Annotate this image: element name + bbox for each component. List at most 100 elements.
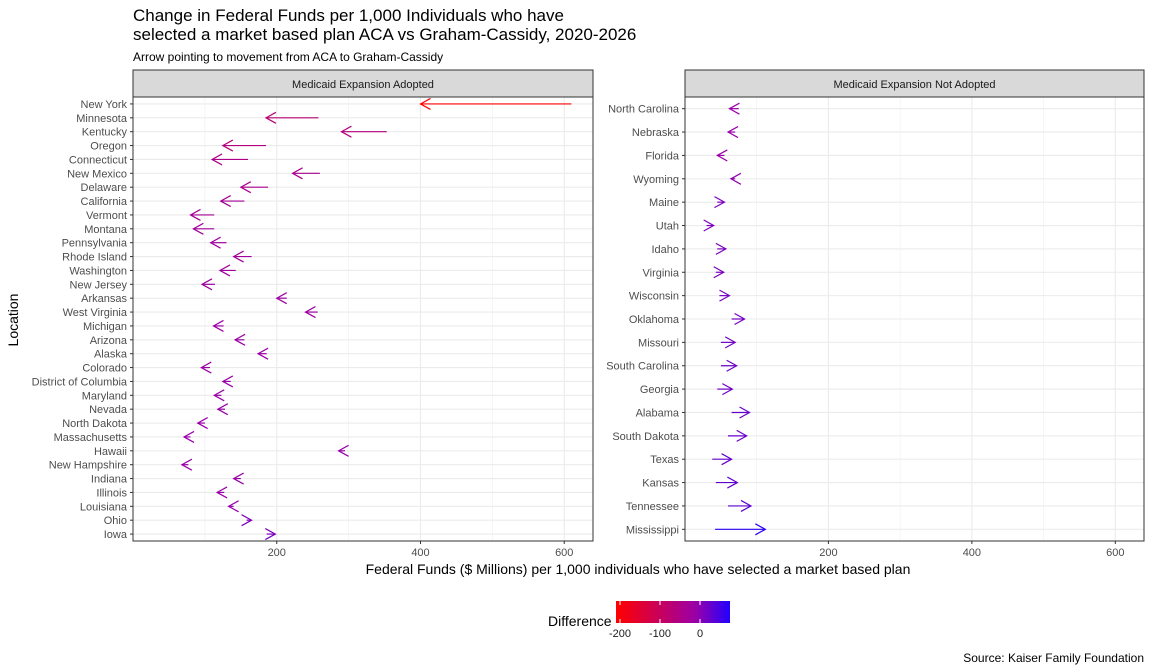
y-tick-label-vermont: Vermont <box>86 210 127 222</box>
arrow-new-york-head <box>419 97 431 110</box>
y-tick-label-indiana: Indiana <box>91 474 128 486</box>
y-tick-label-utah: Utah <box>656 221 679 233</box>
legend-tick-label: 0 <box>697 628 703 640</box>
arrow-missouri <box>720 336 737 349</box>
y-tick-label-tennessee: Tennessee <box>626 501 679 513</box>
arrow-alabama-head <box>739 406 751 419</box>
y-tick-label-florida: Florida <box>645 150 680 162</box>
y-tick-label-delaware: Delaware <box>81 182 127 194</box>
arrow-north-carolina <box>728 102 740 115</box>
arrow-georgia-head <box>722 383 734 396</box>
arrow-new-hampshire-head <box>180 458 193 471</box>
arrow-delaware <box>239 181 269 194</box>
y-tick-label-iowa: Iowa <box>104 529 128 541</box>
arrow-south-dakota-head <box>736 429 748 442</box>
arrow-massachusetts-head <box>182 430 195 443</box>
y-tick-label-west-virginia: West Virginia <box>63 307 128 319</box>
arrow-district-of-columbia <box>221 375 234 388</box>
arrow-virginia-head <box>713 266 725 279</box>
y-tick-label-washington: Washington <box>69 265 127 277</box>
arrow-minnesota <box>264 111 319 124</box>
arrow-ohio <box>241 514 253 527</box>
y-tick-label-connecticut: Connecticut <box>69 154 127 166</box>
y-tick-label-new-york: New York <box>81 99 128 111</box>
arrow-vermont <box>189 208 215 221</box>
y-tick-label-louisiana: Louisiana <box>80 501 128 513</box>
arrow-arkansas-head <box>275 292 288 305</box>
arrow-wisconsin <box>719 289 731 302</box>
arrow-michigan <box>212 319 224 332</box>
arrow-kansas-head <box>727 476 739 489</box>
arrow-florida-head <box>716 149 728 162</box>
arrow-new-hampshire <box>180 458 193 471</box>
arrow-hawaii <box>337 444 349 457</box>
y-tick-label-nevada: Nevada <box>89 404 128 416</box>
arrow-district-of-columbia-head <box>221 375 234 388</box>
arrow-rhode-island <box>232 250 252 263</box>
arrow-massachusetts <box>182 430 195 443</box>
y-tick-label-texas: Texas <box>650 454 679 466</box>
arrow-washington-head <box>218 264 231 277</box>
chart-subtitle: Arrow pointing to movement from ACA to G… <box>133 50 443 64</box>
arrow-montana-head <box>192 222 204 235</box>
arrow-arizona <box>233 333 246 346</box>
arrow-delaware-head <box>239 181 252 194</box>
arrow-alaska <box>256 347 269 360</box>
arrow-south-carolina <box>720 359 738 372</box>
y-tick-label-minnesota: Minnesota <box>76 113 128 125</box>
arrow-pennsylvania-head <box>209 236 221 249</box>
y-tick-label-kentucky: Kentucky <box>82 127 128 139</box>
arrow-texas <box>712 453 733 466</box>
arrow-mississippi <box>715 523 767 536</box>
arrow-kentucky-head <box>340 125 352 138</box>
arrow-wyoming <box>729 172 742 185</box>
y-tick-label-georgia: Georgia <box>640 384 680 396</box>
chart-caption: Source: Kaiser Family Foundation <box>963 651 1144 665</box>
arrow-nevada-head <box>216 403 229 416</box>
arrow-connecticut-head <box>210 153 223 166</box>
arrow-indiana <box>232 472 244 485</box>
arrow-washington <box>218 264 236 277</box>
y-tick-label-south-dakota: South Dakota <box>612 431 680 443</box>
arrow-north-dakota-head <box>196 417 208 430</box>
y-tick-label-hawaii: Hawaii <box>94 446 127 458</box>
y-tick-label-maine: Maine <box>649 197 679 209</box>
arrow-michigan-head <box>212 319 224 332</box>
arrow-nebraska-head <box>726 126 739 139</box>
legend-tick-label: -100 <box>649 628 671 640</box>
arrow-utah-head <box>703 219 715 232</box>
arrow-west-virginia-head <box>304 306 316 319</box>
panel-expansion-adopted: Medicaid Expansion Adopted New York Minnes… <box>32 69 594 559</box>
y-tick-label-rhode-island: Rhode Island <box>62 252 127 264</box>
arrow-north-carolina-head <box>728 102 740 115</box>
arrow-south-dakota <box>728 429 748 442</box>
arrow-iowa-head <box>265 528 277 541</box>
y-tick-label-maryland: Maryland <box>82 390 127 402</box>
y-tick-label-kansas: Kansas <box>642 478 679 490</box>
arrow-south-carolina-head <box>726 359 738 372</box>
legend-colorbar <box>616 601 730 623</box>
y-tick-label-michigan: Michigan <box>83 321 127 333</box>
arrow-mississippi-head <box>755 523 767 536</box>
arrow-rhode-island-head <box>232 250 244 263</box>
arrow-pennsylvania <box>209 236 227 249</box>
panel-border <box>684 96 1145 542</box>
y-tick-label-north-dakota: North Dakota <box>62 418 128 430</box>
y-tick-label-montana: Montana <box>84 224 128 236</box>
y-tick-label-nebraska: Nebraska <box>632 127 680 139</box>
y-tick-label-colorado: Colorado <box>82 363 127 375</box>
arrow-maine-head <box>714 196 726 209</box>
legend-tick-label: -200 <box>609 628 631 640</box>
y-tick-label-wisconsin: Wisconsin <box>629 291 679 303</box>
arrow-alaska-head <box>256 347 269 360</box>
arrow-utah <box>703 219 715 232</box>
arrow-alabama <box>731 406 751 419</box>
y-tick-label-new-jersey: New Jersey <box>70 279 128 291</box>
y-tick-label-pennsylvania: Pennsylvania <box>62 238 128 250</box>
x-tick-label-400: 400 <box>411 547 429 559</box>
arrow-missouri-head <box>724 336 737 349</box>
arrow-new-jersey-head <box>200 278 213 291</box>
legend-title: Difference <box>548 613 612 629</box>
arrow-florida <box>716 149 728 162</box>
